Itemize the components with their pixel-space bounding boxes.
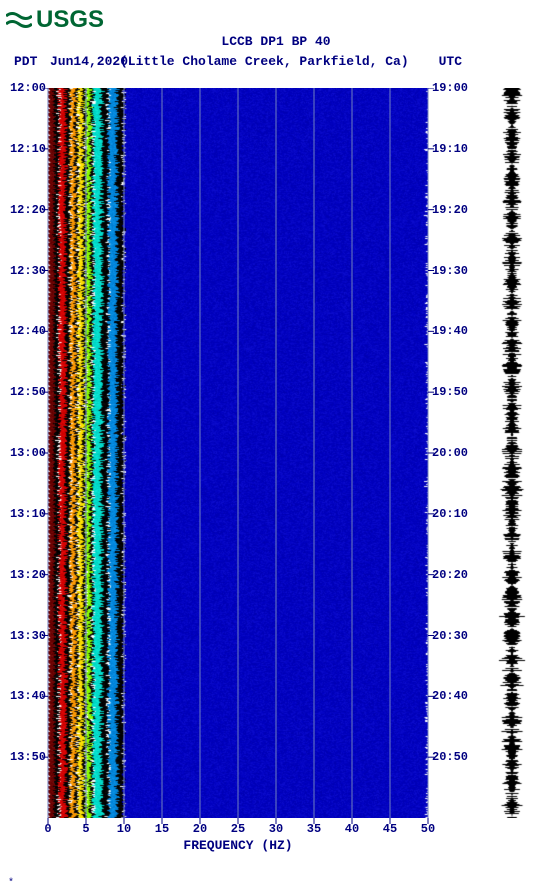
y-left-tick: 13:00 (0, 446, 46, 460)
y-right-tick: 19:20 (432, 203, 482, 217)
x-tick: 40 (345, 822, 359, 836)
right-timezone: UTC (439, 54, 462, 69)
x-tick: 35 (307, 822, 321, 836)
y-left-tick: 13:40 (0, 689, 46, 703)
y-left-tick: 13:50 (0, 750, 46, 764)
y-left-tick: 12:40 (0, 324, 46, 338)
y-right-tick: 19:40 (432, 324, 482, 338)
y-right-tick: 20:10 (432, 507, 482, 521)
x-tick: 50 (421, 822, 435, 836)
y-right-tick: 19:50 (432, 385, 482, 399)
logo-text: USGS (36, 6, 104, 34)
x-tick: 10 (117, 822, 131, 836)
y-left-tick: 12:30 (0, 264, 46, 278)
y-axis-right: 19:0019:1019:2019:3019:4019:5020:0020:10… (432, 88, 482, 818)
y-right-tick: 20:30 (432, 629, 482, 643)
usgs-logo: USGS (6, 6, 104, 34)
x-tick: 30 (269, 822, 283, 836)
seismic-trace (498, 88, 526, 818)
trace-canvas (498, 88, 526, 818)
y-right-tick: 20:00 (432, 446, 482, 460)
x-tick: 15 (155, 822, 169, 836)
footer-mark: * (8, 878, 14, 889)
y-right-tick: 20:50 (432, 750, 482, 764)
y-left-tick: 12:00 (0, 81, 46, 95)
y-right-tick: 19:10 (432, 142, 482, 156)
x-tick: 25 (231, 822, 245, 836)
x-tick: 5 (82, 822, 89, 836)
x-axis-label: FREQUENCY (HZ) (48, 838, 428, 853)
left-timezone: PDT (14, 54, 37, 69)
x-tick: 20 (193, 822, 207, 836)
y-right-tick: 19:30 (432, 264, 482, 278)
y-left-tick: 13:30 (0, 629, 46, 643)
y-left-tick: 13:10 (0, 507, 46, 521)
subtitle: (Little Cholame Creek, Parkfield, Ca) (120, 54, 409, 69)
y-right-tick: 20:40 (432, 689, 482, 703)
y-axis-left: 12:0012:1012:2012:3012:4012:5013:0013:10… (0, 88, 46, 818)
spectrogram (48, 88, 428, 818)
spectrogram-canvas (48, 88, 428, 818)
y-left-tick: 12:10 (0, 142, 46, 156)
date-label: Jun14,2020 (50, 54, 128, 69)
y-right-tick: 19:00 (432, 81, 482, 95)
y-left-tick: 13:20 (0, 568, 46, 582)
y-left-tick: 12:50 (0, 385, 46, 399)
wave-icon (6, 10, 32, 30)
y-left-tick: 12:20 (0, 203, 46, 217)
chart-title: LCCB DP1 BP 40 (0, 34, 552, 51)
y-right-tick: 20:20 (432, 568, 482, 582)
x-tick: 45 (383, 822, 397, 836)
x-tick: 0 (44, 822, 51, 836)
